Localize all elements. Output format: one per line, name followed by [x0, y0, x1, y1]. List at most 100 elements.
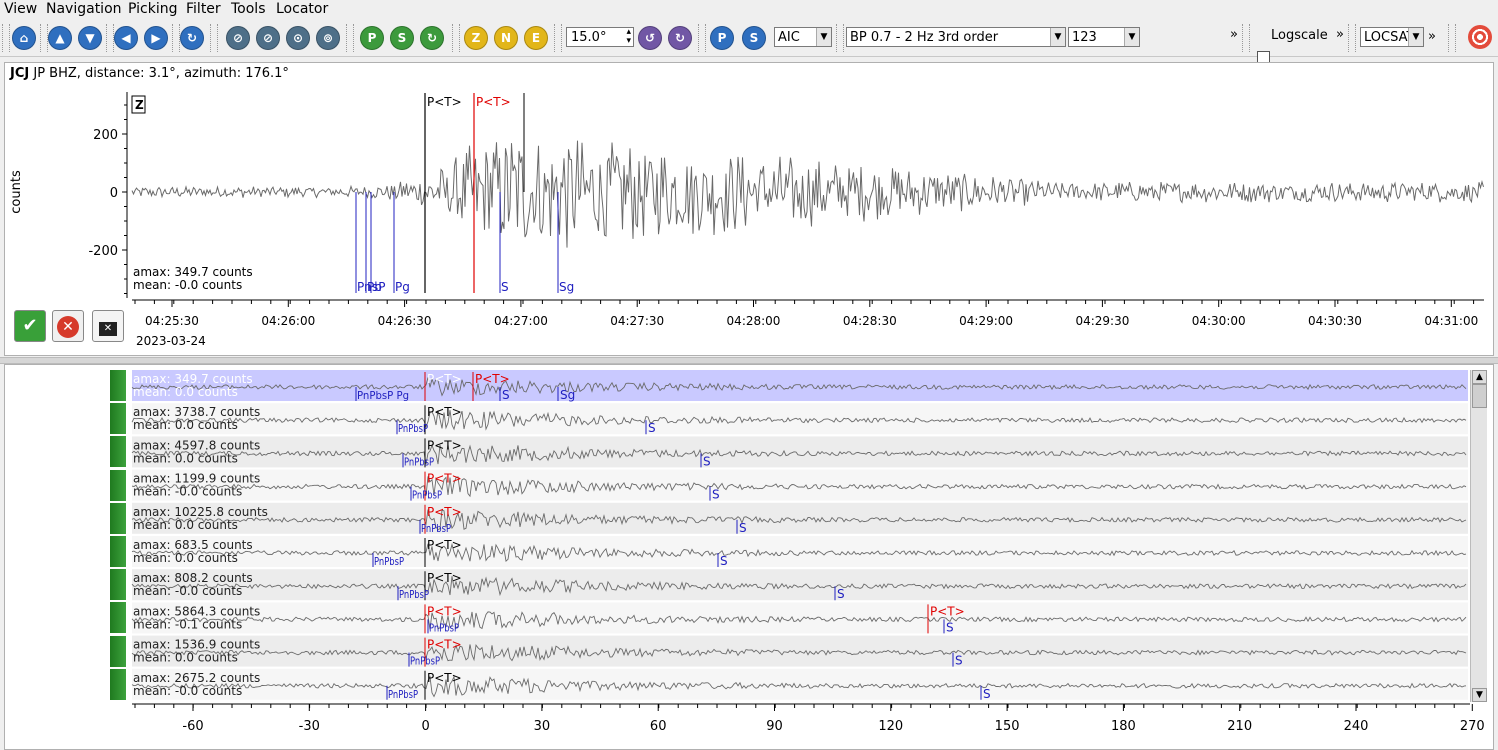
station-theoretical-label: PnPbsP Pg: [357, 389, 409, 402]
component-e-button[interactable]: E: [524, 26, 548, 50]
zoom-icon[interactable]: ⊘: [256, 26, 280, 50]
exit-button[interactable]: ✕: [92, 310, 124, 342]
rotate-left-icon[interactable]: ↺: [638, 26, 662, 50]
scroll-down-icon[interactable]: ▼: [1472, 688, 1487, 702]
phase-s-button[interactable]: S: [742, 26, 766, 50]
station-mean: mean: -0.1 counts: [133, 617, 242, 631]
station-status-bar: [110, 502, 126, 534]
station-list-scrollbar[interactable]: ▲ ▼: [1470, 370, 1487, 702]
component-z-button[interactable]: Z: [464, 26, 488, 50]
menu-picking[interactable]: Picking: [128, 1, 178, 17]
picker-select[interactable]: AIC ▼: [774, 27, 832, 47]
time-tick-label: 04:26:00: [261, 314, 315, 328]
toolbar-separator: [1448, 24, 1456, 52]
menu-view[interactable]: View: [4, 1, 38, 17]
pick-s-icon[interactable]: S: [390, 26, 414, 50]
x-tick-label: -60: [182, 719, 203, 734]
toolbar-overflow[interactable]: »: [1230, 27, 1238, 42]
filter-icon[interactable]: ⊙: [286, 26, 310, 50]
station-amax: amax: 4597.8 counts: [133, 438, 260, 452]
panel-splitter[interactable]: [0, 357, 1498, 364]
station-amax: amax: 808.2 counts: [133, 571, 253, 585]
station-waveform: [131, 542, 1467, 562]
locate-target-icon[interactable]: [1468, 25, 1492, 49]
rotate-right-icon[interactable]: ↻: [668, 26, 692, 50]
station-s-label: S: [983, 687, 991, 701]
y-tick-label: -200: [88, 244, 118, 259]
mean-label: mean: -0.0 counts: [133, 278, 242, 292]
station-amax: amax: 349.7 counts: [133, 372, 253, 386]
time-tick-label: 04:30:00: [1192, 314, 1246, 328]
time-axis: 04:25:30 04:26:00 04:26:30 04:27:00 04:27:30…: [132, 299, 1484, 328]
next-icon[interactable]: ▶: [144, 26, 168, 50]
station-mean: mean: 0.0 counts: [133, 418, 238, 432]
station-waveform: [131, 674, 1467, 698]
station-s-label: S: [712, 488, 720, 502]
station-s-label: S: [648, 421, 656, 435]
station-s-label: S: [946, 620, 954, 634]
time-tick-label: 04:31:00: [1424, 314, 1478, 328]
station-s-label: S: [739, 521, 747, 535]
info-icon[interactable]: ⊚: [316, 26, 340, 50]
station-s-label: S: [837, 587, 845, 601]
toolbar-separator: [346, 24, 354, 52]
pick-icon[interactable]: ⊘: [226, 26, 250, 50]
previous-icon[interactable]: ◀: [114, 26, 138, 50]
station-traces-plot[interactable]: amax: 349.7 counts mean: 0.0 counts P<T> P<…: [0, 364, 1498, 750]
time-tick-label: 04:29:00: [959, 314, 1013, 328]
station-pick-label: P<T>: [427, 571, 462, 585]
menu-filter[interactable]: Filter: [186, 1, 221, 17]
station-pick-label: P<T>: [427, 438, 462, 452]
x-tick-label: 180: [1111, 719, 1136, 734]
toolbar-separator: [554, 24, 562, 52]
component-label: Z: [135, 98, 144, 112]
station-sg-label: Sg: [560, 388, 575, 402]
amax-label: amax: 349.7 counts: [133, 265, 253, 279]
number-select[interactable]: 123 ▼: [1068, 27, 1140, 47]
scroll-up-icon[interactable]: ▲: [1472, 370, 1487, 384]
menu-locator[interactable]: Locator: [276, 1, 329, 17]
chevron-down-icon: ▼: [816, 28, 831, 46]
toolbar-overflow[interactable]: »: [1336, 27, 1344, 42]
scroll-down-icon[interactable]: ▼: [78, 26, 102, 50]
toolbar-overflow[interactable]: »: [1428, 29, 1436, 44]
pick-p-icon[interactable]: P: [360, 26, 384, 50]
station-mean: mean: 0.0 counts: [133, 518, 238, 532]
reject-button[interactable]: ✕: [52, 310, 84, 342]
station-mean: mean: 0.0 counts: [133, 451, 238, 465]
station-theoretical-label: PnPbsP: [421, 522, 451, 535]
spin-arrows-icon: ▴ ▾: [626, 27, 631, 46]
station-theoretical-label: PnPbsP: [412, 489, 442, 502]
refresh-icon[interactable]: ↻: [180, 26, 204, 50]
station-waveform: [131, 643, 1467, 662]
rotation-spinbox[interactable]: 15.0° ▴ ▾: [566, 27, 634, 47]
station-amax: amax: 5864.3 counts: [133, 604, 260, 618]
station-theoretical-label: PnPbsP: [388, 688, 418, 701]
station-status-bar: [110, 469, 126, 501]
filter-select-value: BP 0.7 - 2 Hz 3rd order: [850, 30, 999, 45]
station-s-label: S: [955, 654, 963, 668]
component-n-button[interactable]: N: [494, 26, 518, 50]
y-tick-label: 200: [93, 128, 118, 143]
menu-tools[interactable]: Tools: [231, 1, 266, 17]
pick-generic-icon[interactable]: ↻: [420, 26, 444, 50]
scrollbar-thumb[interactable]: [1472, 384, 1487, 408]
trace-header: JCJ JP BHZ, distance: 3.1°, azimuth: 176…: [10, 66, 289, 81]
menu-navigation[interactable]: Navigation: [46, 1, 122, 17]
date-label: 2023-03-24: [136, 334, 206, 348]
time-tick-label: 04:25:30: [145, 314, 199, 328]
component-label-box: [131, 95, 146, 114]
locator-select[interactable]: LOCSAT ▼: [1360, 27, 1424, 47]
station-mean: mean: -0.0 counts: [133, 584, 242, 598]
filter-select[interactable]: BP 0.7 - 2 Hz 3rd order ▼: [846, 27, 1066, 47]
accept-button[interactable]: ✔: [14, 310, 46, 342]
station-waveform: [131, 476, 1467, 498]
pick-label: P<T>: [476, 95, 511, 109]
scroll-up-icon[interactable]: ▲: [48, 26, 72, 50]
phase-p-button[interactable]: P: [710, 26, 734, 50]
home-icon[interactable]: ⌂: [12, 26, 36, 50]
